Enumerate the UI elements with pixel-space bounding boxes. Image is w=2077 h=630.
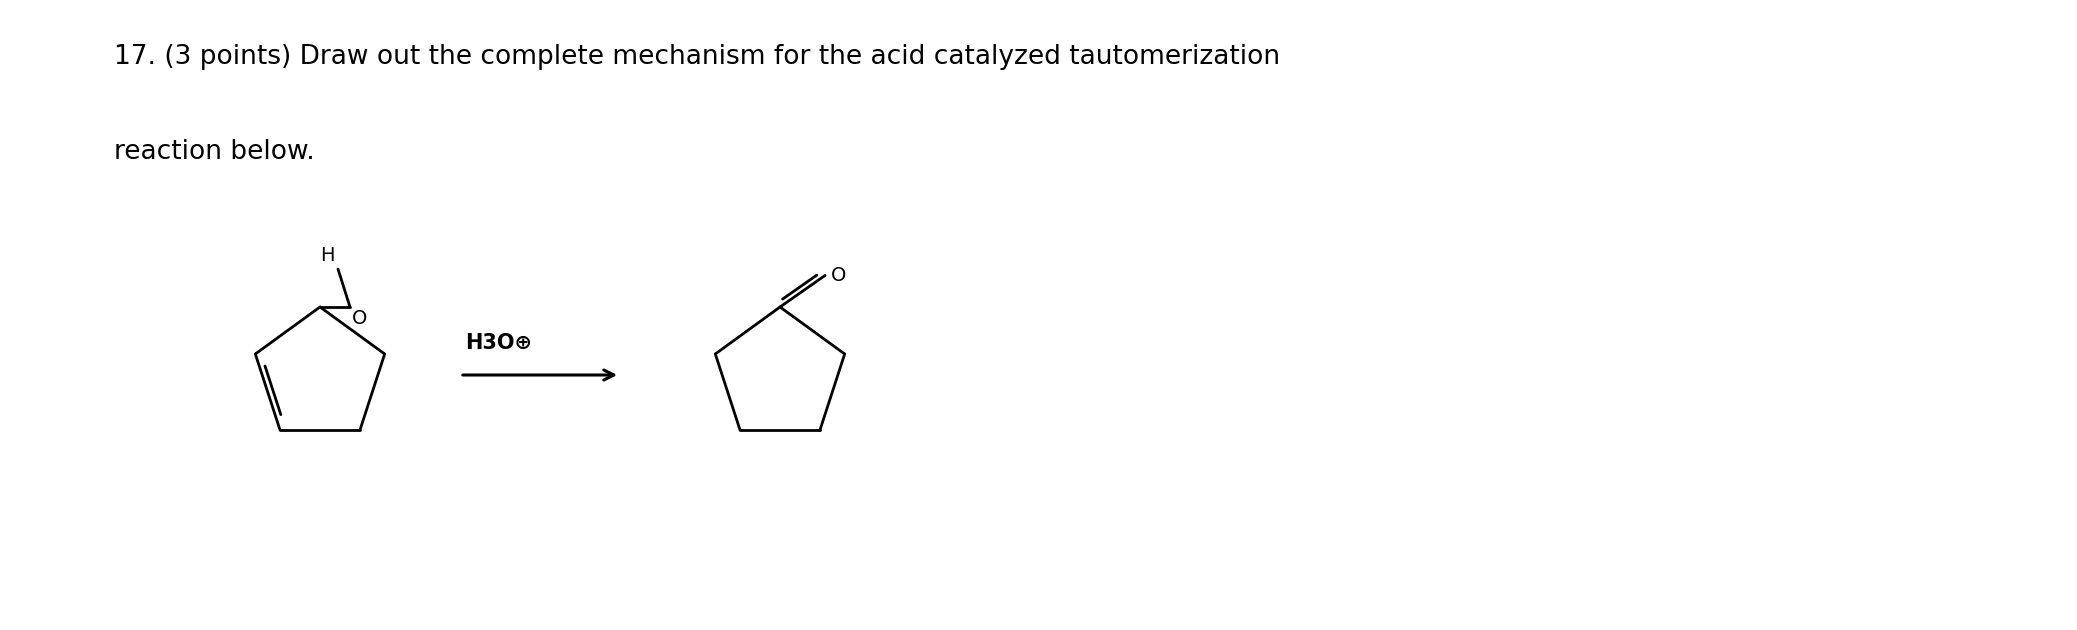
Text: O: O bbox=[351, 309, 368, 328]
Text: H3O⊕: H3O⊕ bbox=[465, 333, 532, 353]
Text: 17. (3 points) Draw out the complete mechanism for the acid catalyzed tautomeriz: 17. (3 points) Draw out the complete mec… bbox=[114, 44, 1279, 70]
Text: reaction below.: reaction below. bbox=[114, 139, 316, 164]
Text: O: O bbox=[831, 266, 847, 285]
Text: H: H bbox=[320, 246, 334, 265]
